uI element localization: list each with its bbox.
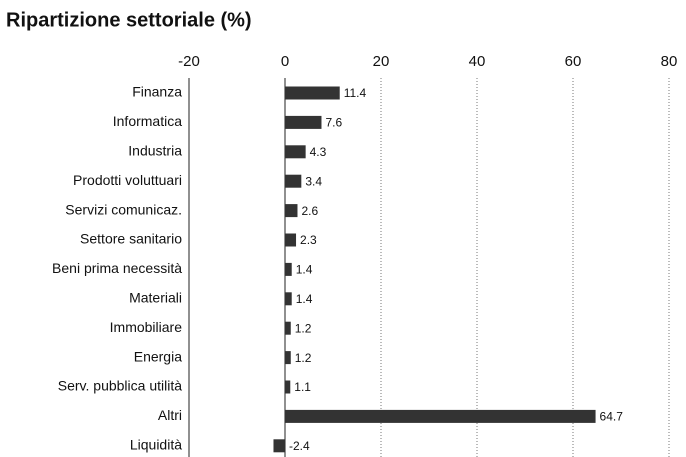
y-tick-label: Serv. pubblica utilità [58,378,182,394]
y-tick-label: Settore sanitario [80,231,182,247]
y-tick-label: Beni prima necessità [52,260,182,276]
y-tick-label: Servizi comunicaz. [65,201,182,217]
y-tick-label: Liquidità [130,437,182,453]
bar [285,86,340,100]
bar [285,233,297,247]
x-tick-label: 20 [373,53,390,70]
y-tick-label: Finanza [132,84,182,100]
y-tick-label: Materiali [129,290,182,306]
y-tick-label: Informatica [113,113,182,129]
x-tick-label: 80 [661,53,678,70]
bar [285,262,292,276]
chart-title: Ripartizione settoriale (%) [6,9,252,31]
bar [285,380,291,394]
bar [285,115,322,129]
value-label: 2.3 [300,233,317,247]
x-tick-label: -20 [178,53,200,70]
value-label: 4.3 [310,145,327,159]
value-label: 1.2 [295,351,312,365]
x-tick-label: 0 [281,53,289,70]
bar [273,439,285,453]
value-label: -2.4 [289,439,310,453]
bar [285,292,292,306]
value-label: 1.4 [296,292,313,306]
bar [285,351,291,365]
value-label: 1.2 [295,321,312,335]
value-label: 7.6 [325,116,342,130]
value-label: 1.1 [294,380,311,394]
value-label: 2.6 [301,204,318,218]
x-tick-label: 60 [565,53,582,70]
y-tick-label: Altri [158,407,182,423]
value-label: 64.7 [600,410,624,424]
x-tick-label: 40 [469,53,486,70]
bar [285,174,302,188]
y-tick-label: Industria [128,143,182,159]
bar [285,321,291,335]
y-tick-label: Immobiliare [110,319,183,335]
bar [285,409,596,423]
bar [285,145,306,159]
bar [285,204,298,218]
y-tick-label: Prodotti voluttuari [73,172,182,188]
y-tick-label: Energia [134,348,182,364]
value-label: 3.4 [305,174,322,188]
value-label: 11.4 [344,86,367,100]
value-label: 1.4 [296,263,313,277]
